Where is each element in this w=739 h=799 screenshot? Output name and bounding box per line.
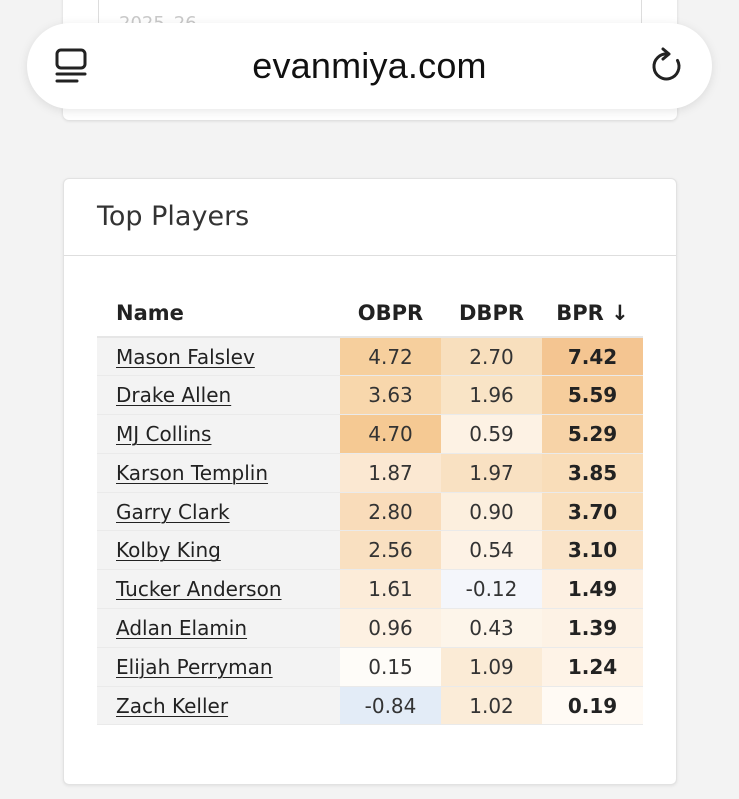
player-link[interactable]: Karson Templin	[116, 460, 269, 485]
dbpr-cell: 1.97	[441, 453, 542, 493]
bpr-cell: 1.24	[542, 647, 643, 687]
player-link[interactable]: Drake Allen	[116, 383, 232, 408]
obpr-cell: 2.80	[340, 492, 441, 532]
table-row: Adlan Elamin 0.96 0.43 1.39	[97, 608, 643, 648]
player-name-cell: Zach Keller	[97, 686, 340, 726]
table-row: Kolby King 2.56 0.54 3.10	[97, 530, 643, 571]
table-row: Garry Clark 2.80 0.90 3.70	[97, 492, 643, 532]
table-row: Karson Templin 1.87 1.97 3.85	[97, 453, 643, 493]
player-link[interactable]: Kolby King	[116, 538, 221, 563]
obpr-cell: 4.70	[340, 414, 441, 454]
dbpr-cell: 1.96	[441, 375, 542, 416]
player-name-cell: Adlan Elamin	[97, 608, 340, 648]
dbpr-cell: 0.90	[441, 492, 542, 532]
column-header-bpr[interactable]: BPR ↓	[542, 289, 643, 338]
table-row: Mason Falslev 4.72 2.70 7.42	[97, 337, 643, 377]
obpr-cell: 2.56	[340, 530, 441, 571]
player-name-cell: Garry Clark	[97, 492, 340, 532]
table-row: MJ Collins 4.70 0.59 5.29	[97, 414, 643, 454]
bpr-cell: 3.70	[542, 492, 643, 532]
dbpr-cell: 0.54	[441, 530, 542, 571]
player-link[interactable]: Tucker Anderson	[116, 577, 282, 602]
table-row: Tucker Anderson 1.61 -0.12 1.49	[97, 569, 643, 610]
player-link[interactable]: Adlan Elamin	[116, 615, 248, 640]
player-name-cell: Elijah Perryman	[97, 647, 340, 687]
obpr-cell: 3.63	[340, 375, 441, 416]
obpr-cell: 1.87	[340, 453, 441, 493]
dbpr-cell: 0.59	[441, 414, 542, 454]
table-row: Elijah Perryman 0.15 1.09 1.24	[97, 647, 643, 687]
player-link[interactable]: Mason Falslev	[116, 344, 255, 369]
dbpr-cell: 1.09	[441, 647, 542, 687]
bpr-cell: 1.49	[542, 569, 643, 610]
player-name-cell: Karson Templin	[97, 453, 340, 493]
bpr-cell: 3.10	[542, 530, 643, 571]
obpr-cell: 0.15	[340, 647, 441, 687]
card-title: Top Players	[97, 201, 250, 232]
player-name-cell: Mason Falslev	[97, 337, 340, 377]
reload-icon[interactable]	[651, 47, 685, 85]
url-text[interactable]: evanmiya.com	[252, 45, 487, 86]
column-header-dbpr[interactable]: DBPR	[441, 289, 542, 338]
bpr-cell: 7.42	[542, 337, 643, 377]
bpr-cell: 1.39	[542, 608, 643, 648]
player-link[interactable]: Garry Clark	[116, 499, 230, 524]
dbpr-cell: 1.02	[441, 686, 542, 726]
player-link[interactable]: MJ Collins	[116, 421, 212, 446]
obpr-cell: 4.72	[340, 337, 441, 377]
top-players-card: Top Players Name OBPR DBPR BPR ↓ Mason F…	[63, 178, 677, 785]
player-name-cell: Tucker Anderson	[97, 569, 340, 610]
bpr-cell: 0.19	[542, 686, 643, 726]
bpr-cell: 3.85	[542, 453, 643, 493]
bpr-cell: 5.29	[542, 414, 643, 454]
obpr-cell: 1.61	[340, 569, 441, 610]
dbpr-cell: -0.12	[441, 569, 542, 610]
column-header-name[interactable]: Name	[97, 289, 340, 338]
table-row: Zach Keller -0.84 1.02 0.19	[97, 686, 643, 726]
player-name-cell: MJ Collins	[97, 414, 340, 454]
tabs-overview-icon[interactable]	[55, 47, 87, 85]
bpr-cell: 5.59	[542, 375, 643, 416]
players-table: Name OBPR DBPR BPR ↓ Mason Falslev 4.72 2.…	[97, 289, 643, 726]
dbpr-cell: 0.43	[441, 608, 542, 648]
column-header-obpr[interactable]: OBPR	[340, 289, 441, 338]
dbpr-cell: 2.70	[441, 337, 542, 377]
table-header-row: Name OBPR DBPR BPR ↓	[97, 289, 643, 338]
player-link[interactable]: Zach Keller	[116, 693, 229, 718]
browser-url-bar[interactable]: evanmiya.com	[27, 23, 712, 109]
card-header: Top Players	[64, 179, 676, 256]
obpr-cell: -0.84	[340, 686, 441, 726]
table-row: Drake Allen 3.63 1.96 5.59	[97, 375, 643, 416]
player-name-cell: Kolby King	[97, 530, 340, 571]
player-name-cell: Drake Allen	[97, 375, 340, 416]
player-link[interactable]: Elijah Perryman	[116, 654, 273, 679]
obpr-cell: 0.96	[340, 608, 441, 648]
